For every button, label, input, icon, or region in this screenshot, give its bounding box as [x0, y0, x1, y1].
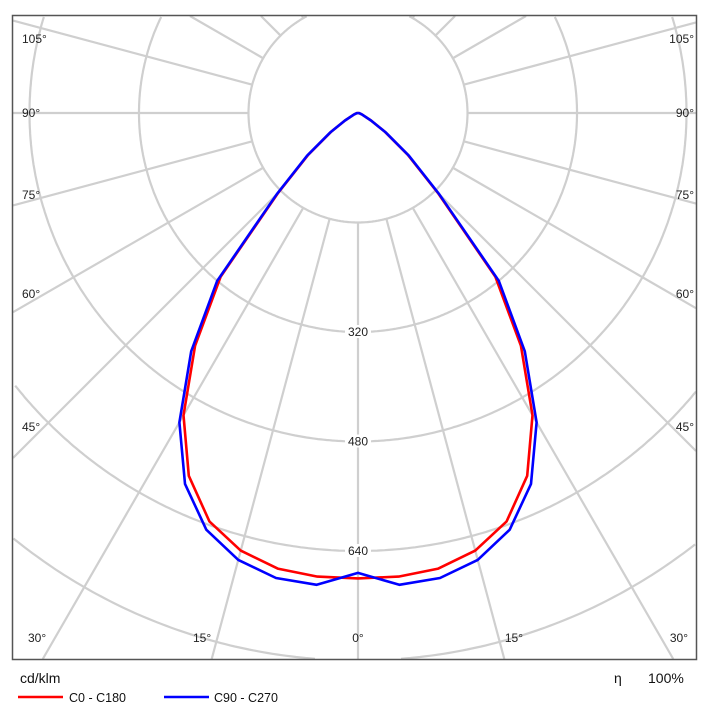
- angle-label-left: 90°: [22, 106, 40, 120]
- angle-label-center: 0°: [352, 631, 364, 645]
- angle-label-right: 75°: [676, 188, 694, 202]
- efficiency-value: 100%: [648, 670, 684, 686]
- intensity-curves: [178, 111, 538, 587]
- grid-radial-line: [301, 15, 305, 19]
- angle-labels: 105° 90° 75° 60° 45° 30° 15° 105° 90° 75° 60° 45° 30…: [22, 32, 694, 645]
- radial-tick-labels: 320 480 640: [345, 325, 371, 558]
- radial-tick-label: 640: [348, 544, 368, 558]
- radial-tick-label: 480: [348, 435, 368, 449]
- grid-radial-line: [434, 15, 456, 37]
- angle-label-left: 75°: [22, 188, 40, 202]
- angle-label-left: 15°: [193, 631, 211, 645]
- grid-radial-line: [452, 15, 527, 60]
- grid-radial-line: [411, 207, 675, 660]
- tick-label-bg: [345, 434, 371, 448]
- angle-label-left: 30°: [28, 631, 46, 645]
- grid-radial-line: [12, 166, 264, 314]
- tick-label-bg: [345, 544, 371, 557]
- grid-radial-line: [463, 21, 697, 86]
- grid-radial-line: [12, 19, 253, 86]
- angle-label-right: 90°: [676, 106, 694, 120]
- grid-radial-line: [452, 166, 697, 310]
- grid-radial-line: [434, 189, 697, 452]
- grid-radial-line: [41, 207, 305, 660]
- grid-circle-160: [247, 15, 469, 224]
- grid-circle-480: [28, 16, 688, 443]
- grid-radial-line: [210, 218, 331, 660]
- angle-label-left: 45°: [22, 420, 40, 434]
- polar-grid: [12, 15, 697, 660]
- grid-radial-line: [385, 218, 506, 660]
- legend: C0 - C180 C90 - C270: [18, 691, 278, 705]
- angle-label-right: 15°: [505, 631, 523, 645]
- grid-radial-line: [12, 140, 253, 207]
- angle-label-right: 105°: [669, 32, 694, 46]
- grid-circle-640: [14, 384, 697, 553]
- legend-label-c90-c270: C90 - C270: [214, 691, 278, 705]
- chart-frame: [11, 14, 698, 661]
- unit-label: cd/klm: [20, 670, 60, 686]
- angle-label-right: 45°: [676, 420, 694, 434]
- efficiency-symbol: η: [614, 670, 622, 686]
- radial-tick-label: 320: [348, 325, 368, 339]
- angle-label-right: 30°: [670, 631, 688, 645]
- series-curve-1: [178, 111, 538, 587]
- grid-circle-800: [12, 537, 696, 660]
- grid-circle-320: [137, 16, 579, 334]
- tick-label-bg: [345, 325, 371, 338]
- legend-label-c0-c180: C0 - C180: [69, 691, 126, 705]
- grid-radial-line: [189, 15, 264, 60]
- grid-radial-line: [463, 140, 697, 205]
- angle-label-left: 105°: [22, 32, 47, 46]
- angle-label-left: 60°: [22, 287, 40, 301]
- grid-radial-line: [411, 15, 415, 19]
- grid-radial-line: [12, 189, 282, 459]
- angle-label-right: 60°: [676, 287, 694, 301]
- grid-radial-line: [260, 15, 282, 37]
